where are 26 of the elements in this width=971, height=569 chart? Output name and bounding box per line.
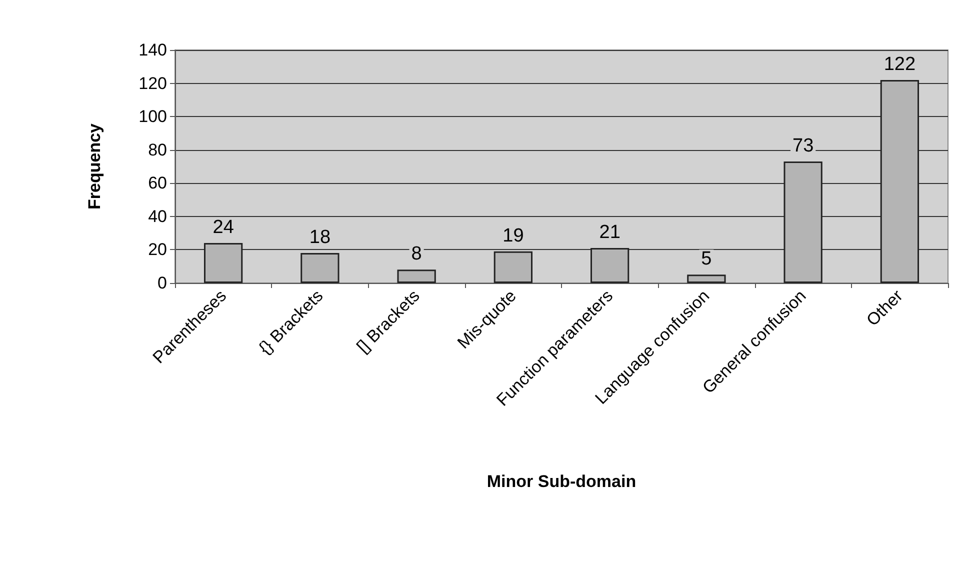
data-label: 24 (212, 217, 234, 238)
data-label: 21 (599, 222, 620, 244)
y-tick-label: 60 (148, 174, 167, 193)
y-axis-title: Frequency (85, 122, 104, 210)
bar (204, 243, 243, 283)
data-label: 18 (309, 227, 331, 248)
data-label: 8 (411, 244, 422, 265)
data-label: 73 (792, 136, 814, 157)
bar (590, 248, 630, 283)
data-label: 19 (502, 225, 524, 246)
bar (397, 270, 436, 283)
bar (300, 253, 340, 283)
y-tick-label: 80 (148, 140, 167, 160)
x-axis-title: Minor Sub-domain (486, 472, 636, 491)
y-tick-label: 100 (138, 107, 167, 126)
y-tick-label: 0 (158, 274, 167, 292)
bar (687, 274, 726, 283)
y-tick-label: 40 (148, 206, 167, 226)
y-tick-label: 120 (138, 74, 167, 93)
bar (784, 162, 822, 283)
bar (494, 251, 533, 283)
bar (880, 80, 920, 283)
y-tick-label: 140 (138, 40, 167, 60)
data-label: 5 (701, 248, 712, 270)
data-label: 122 (884, 54, 916, 75)
y-tick-label: 20 (148, 240, 167, 260)
